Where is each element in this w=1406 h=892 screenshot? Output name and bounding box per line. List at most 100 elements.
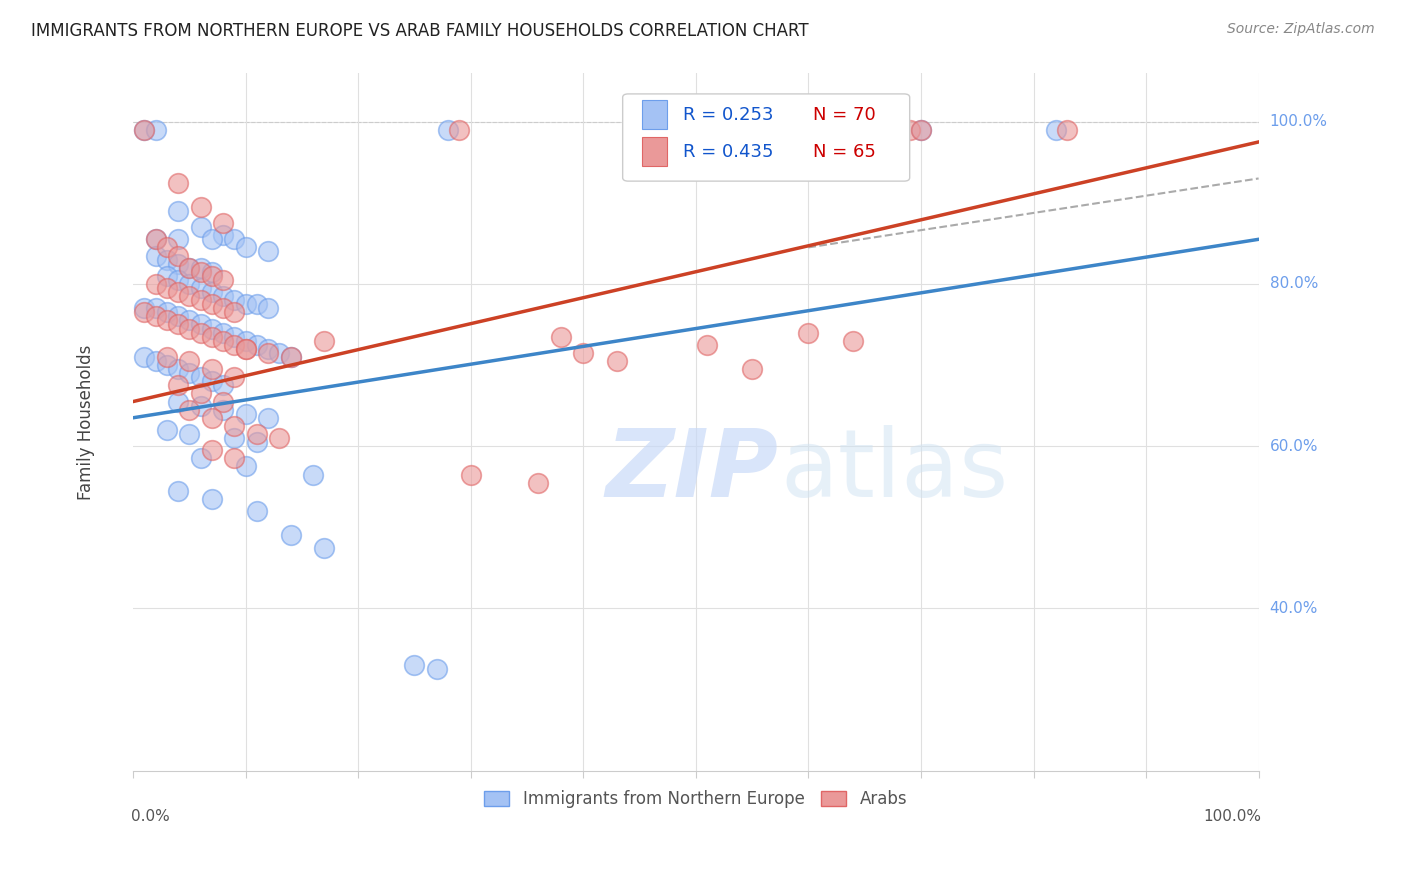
Point: [190, 370, 212, 384]
Point: [696, 338, 718, 352]
Point: [212, 334, 235, 348]
Point: [224, 305, 246, 319]
Point: [190, 293, 212, 307]
Point: [449, 122, 471, 136]
Point: [212, 394, 235, 409]
Point: [235, 342, 257, 356]
Point: [224, 418, 246, 433]
Point: [190, 451, 212, 466]
Point: [167, 176, 190, 190]
Text: Family Households: Family Households: [77, 344, 94, 500]
Point: [167, 394, 190, 409]
Point: [404, 658, 426, 673]
Point: [145, 301, 167, 316]
Point: [201, 443, 224, 458]
Point: [302, 467, 325, 482]
Text: 60.0%: 60.0%: [1270, 439, 1319, 454]
Point: [201, 321, 224, 335]
FancyBboxPatch shape: [641, 137, 666, 167]
Point: [167, 232, 190, 246]
Point: [212, 326, 235, 340]
Point: [179, 260, 201, 275]
Text: Source: ZipAtlas.com: Source: ZipAtlas.com: [1227, 22, 1375, 37]
Point: [179, 277, 201, 291]
Point: [190, 200, 212, 214]
Text: 100.0%: 100.0%: [1204, 809, 1261, 824]
Point: [201, 374, 224, 388]
Point: [167, 362, 190, 376]
Text: R = 0.253: R = 0.253: [683, 106, 773, 124]
Point: [190, 260, 212, 275]
Point: [212, 216, 235, 230]
Point: [842, 334, 865, 348]
Point: [156, 423, 179, 437]
Point: [741, 362, 763, 376]
Point: [167, 257, 190, 271]
Point: [179, 260, 201, 275]
Point: [269, 346, 291, 360]
Point: [246, 435, 269, 450]
Point: [201, 232, 224, 246]
Text: 100.0%: 100.0%: [1270, 114, 1327, 129]
Point: [179, 289, 201, 303]
Point: [212, 301, 235, 316]
Point: [179, 321, 201, 335]
Point: [426, 662, 449, 676]
Point: [190, 318, 212, 332]
Point: [156, 358, 179, 372]
Point: [257, 342, 280, 356]
Point: [179, 427, 201, 442]
Point: [550, 329, 572, 343]
Point: [190, 326, 212, 340]
Text: 0.0%: 0.0%: [131, 809, 170, 824]
Point: [224, 431, 246, 445]
Point: [190, 220, 212, 235]
Point: [224, 293, 246, 307]
Point: [167, 203, 190, 218]
Point: [167, 273, 190, 287]
Point: [167, 318, 190, 332]
Point: [280, 350, 302, 364]
Point: [640, 122, 662, 136]
Point: [190, 386, 212, 401]
Point: [606, 354, 628, 368]
Point: [1056, 122, 1078, 136]
Point: [269, 431, 291, 445]
Text: atlas: atlas: [780, 425, 1008, 516]
Point: [156, 252, 179, 267]
Point: [235, 342, 257, 356]
Point: [257, 244, 280, 259]
Point: [145, 232, 167, 246]
Point: [134, 122, 156, 136]
Point: [212, 273, 235, 287]
Point: [898, 122, 921, 136]
Point: [134, 305, 156, 319]
Point: [246, 338, 269, 352]
Point: [156, 313, 179, 327]
Point: [201, 410, 224, 425]
Point: [257, 410, 280, 425]
Point: [235, 240, 257, 254]
Text: N = 65: N = 65: [813, 143, 876, 161]
Point: [201, 265, 224, 279]
Point: [314, 541, 336, 555]
Text: ZIP: ZIP: [606, 425, 779, 516]
Point: [179, 354, 201, 368]
Point: [235, 407, 257, 421]
Point: [235, 459, 257, 474]
Point: [212, 228, 235, 243]
Text: R = 0.435: R = 0.435: [683, 143, 773, 161]
Point: [145, 248, 167, 262]
Point: [224, 338, 246, 352]
Point: [437, 122, 460, 136]
Point: [190, 399, 212, 413]
Legend: Immigrants from Northern Europe, Arabs: Immigrants from Northern Europe, Arabs: [478, 783, 914, 814]
Point: [156, 350, 179, 364]
Point: [224, 370, 246, 384]
Point: [1045, 122, 1067, 136]
Point: [156, 305, 179, 319]
Point: [212, 402, 235, 417]
Point: [280, 350, 302, 364]
Point: [257, 301, 280, 316]
Point: [145, 122, 167, 136]
